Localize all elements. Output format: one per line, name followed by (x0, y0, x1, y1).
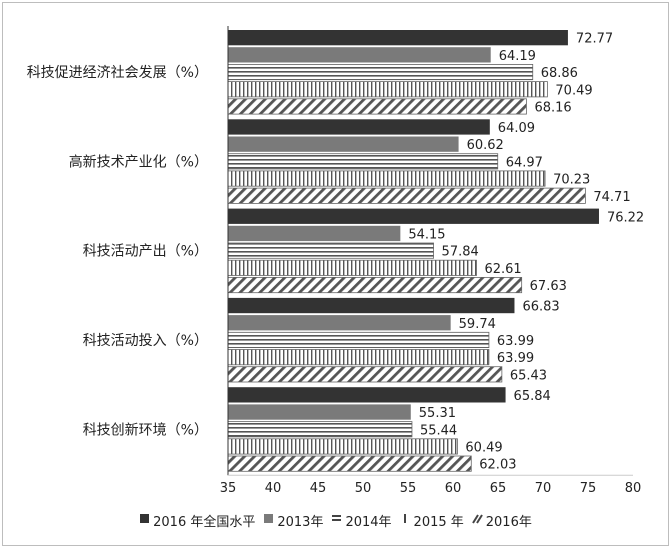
bar (228, 297, 515, 314)
legend-label: 2015 年 (413, 515, 464, 530)
x-tick-label: 80 (625, 481, 642, 496)
bar (227, 98, 527, 115)
bar-value-label: 66.83 (522, 300, 559, 315)
legend-swatch (471, 513, 486, 528)
x-tick-label: 40 (265, 481, 282, 496)
bar-value-label: 72.77 (576, 32, 613, 47)
bar (227, 187, 586, 204)
x-tick-label: 70 (535, 481, 552, 496)
bar (227, 421, 413, 438)
x-tick-label: 35 (220, 481, 237, 496)
bar-value-label: 70.49 (555, 83, 592, 98)
bar-value-label: 64.09 (498, 121, 535, 136)
x-tick-label: 55 (400, 481, 417, 496)
category-label: 科技创新环境（%） (83, 422, 208, 438)
bar (227, 170, 546, 187)
bar-value-label: 70.23 (553, 173, 590, 188)
legend-label: 2016 年全国水平 (153, 515, 256, 530)
legend-swatch (400, 513, 414, 528)
bar-value-label: 67.63 (530, 279, 567, 294)
bar-value-label: 55.31 (419, 406, 456, 421)
bar-value-label: 57.84 (442, 245, 479, 260)
legend-item: 2013年 (263, 511, 323, 530)
legend: 2016 年全国水平 2013年 2014年 2015 年 2016年 (3, 511, 668, 530)
legend-label: 2014年 (345, 515, 392, 530)
x-tick-label: 45 (310, 481, 327, 496)
bar-value-label: 55.44 (420, 423, 457, 438)
category-label: 高新技术产业化（%） (69, 153, 208, 170)
x-tick-label: 60 (445, 481, 462, 496)
category-label: 科技活动投入（%） (83, 333, 208, 349)
category-label: 科技促进经济社会发展（%） (27, 65, 208, 81)
bar-value-label: 62.03 (479, 458, 516, 473)
legend-swatch (263, 513, 277, 528)
bar-value-label: 60.62 (467, 138, 504, 153)
bar (228, 136, 459, 152)
bar-value-label: 60.49 (465, 440, 502, 455)
bar (227, 331, 490, 348)
x-tick-label: 65 (490, 481, 507, 496)
bar-value-label: 64.97 (506, 155, 543, 170)
bar (228, 47, 491, 63)
x-tick-label: 75 (580, 481, 597, 496)
bar-value-label: 54.15 (408, 227, 445, 242)
bar (227, 455, 472, 472)
bar-value-label: 63.99 (497, 351, 534, 366)
legend-item: 2016 年全国水平 (139, 511, 255, 530)
bar (227, 153, 499, 170)
bar (228, 387, 506, 403)
bar (228, 208, 599, 224)
bar (228, 225, 401, 242)
bar-value-label: 74.71 (593, 190, 630, 205)
bar-value-label: 65.43 (510, 368, 547, 383)
bar (228, 404, 411, 420)
bar-value-label: 65.84 (514, 389, 551, 404)
category-label: 科技活动产出（%） (83, 244, 208, 260)
bar-value-label: 59.74 (459, 317, 496, 332)
bar (228, 119, 490, 135)
bar (227, 81, 548, 98)
bar-value-label: 68.86 (541, 66, 578, 81)
bar (228, 30, 568, 46)
bar (228, 315, 451, 331)
bar (227, 349, 490, 366)
legend-item: 2015 年 (400, 511, 464, 530)
bar (227, 259, 477, 276)
bar-value-label: 64.19 (499, 49, 536, 64)
bar (227, 64, 534, 81)
legend-swatch (139, 513, 153, 528)
bar (227, 242, 434, 259)
legend-item: 2014年 (331, 511, 392, 530)
bar-value-label: 63.99 (497, 334, 534, 349)
legend-item: 2016年 (471, 511, 532, 530)
bar (227, 438, 458, 455)
legend-label: 2016年 (485, 515, 532, 530)
bar (227, 276, 523, 294)
bar-value-label: 76.22 (607, 210, 644, 225)
legend-swatch (331, 513, 345, 528)
bar-value-label: 62.61 (484, 262, 521, 277)
bar (227, 366, 503, 383)
x-tick-label: 50 (355, 481, 372, 496)
bar-value-label: 68.16 (534, 100, 571, 115)
bar-chart: 科技促进经济社会发展（%） 高新技术产业化（%） 科技活动产出（%） 科技活动投入（%… (27, 26, 644, 496)
legend-label: 2013年 (277, 515, 324, 530)
